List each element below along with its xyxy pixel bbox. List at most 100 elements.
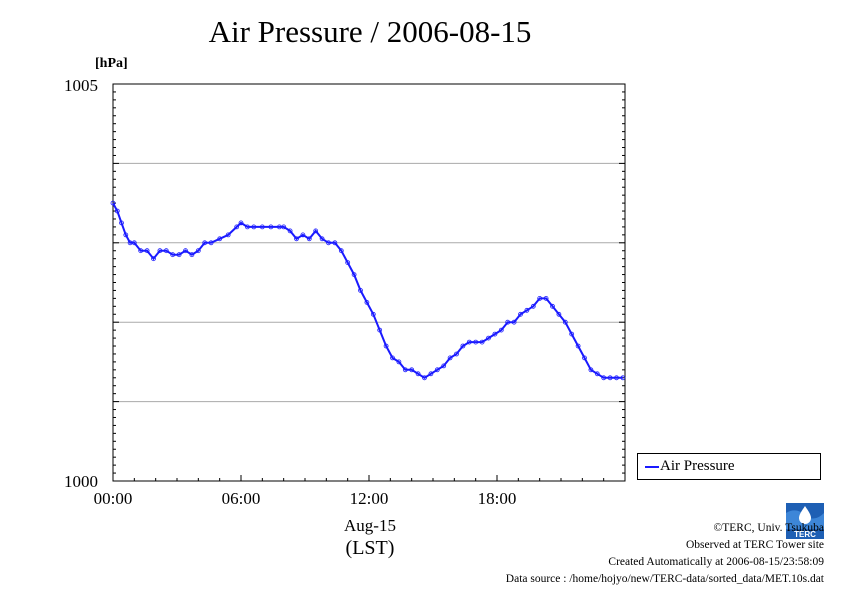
data-point <box>238 220 244 226</box>
data-point <box>390 355 395 361</box>
data-point <box>189 252 195 258</box>
data-point <box>588 367 594 373</box>
data-point <box>345 260 351 266</box>
data-point <box>364 299 370 305</box>
x-axis-date-label: Aug-15 <box>344 516 396 535</box>
data-point <box>428 371 434 377</box>
data-point <box>326 240 331 246</box>
data-point <box>131 240 137 246</box>
data-point <box>123 232 129 238</box>
data-point <box>537 295 543 301</box>
data-point <box>498 327 504 333</box>
data-point <box>138 248 144 254</box>
data-point <box>259 224 265 230</box>
data-point <box>268 224 274 230</box>
data-point <box>208 240 214 246</box>
data-point <box>556 311 562 317</box>
data-point <box>377 327 383 333</box>
data-point <box>550 303 555 309</box>
data-point <box>183 248 188 254</box>
data-point <box>607 375 613 381</box>
data-point <box>151 256 156 262</box>
data-point <box>358 287 363 293</box>
data-point <box>562 319 568 325</box>
data-point <box>434 367 440 373</box>
data-point <box>601 375 607 381</box>
legend-swatch <box>645 466 659 468</box>
data-point <box>163 248 169 254</box>
data-point <box>319 236 325 242</box>
x-tick-label-1200: 12:00 <box>349 489 389 508</box>
data-point <box>466 339 472 345</box>
data-point <box>614 375 619 381</box>
y-tick-label-min: 1000 <box>64 472 98 491</box>
legend-label: Air Pressure <box>660 458 735 474</box>
data-point <box>543 295 549 301</box>
data-point <box>338 248 344 254</box>
data-point <box>110 200 116 206</box>
data-point <box>575 343 581 349</box>
data-point <box>396 359 402 365</box>
y-tick-label-max: 1005 <box>64 76 98 95</box>
data-point <box>569 331 575 337</box>
data-point <box>454 351 459 357</box>
x-tick-label-0000: 00:00 <box>93 489 133 508</box>
grid-lines <box>113 162 625 403</box>
data-point <box>313 228 319 234</box>
data-point <box>383 343 389 349</box>
series-line <box>112 202 623 379</box>
data-point <box>119 220 124 226</box>
credit-site: Observed at TERC Tower site <box>685 539 824 551</box>
data-point <box>530 303 536 309</box>
x-axis-timezone-label: (LST) <box>345 537 395 559</box>
data-point <box>351 272 357 278</box>
data-point <box>524 307 530 313</box>
logo-text: TERC <box>794 530 816 539</box>
data-point <box>447 355 453 361</box>
chart-title: Air Pressure / 2006-08-15 <box>208 14 532 49</box>
data-point <box>594 371 600 377</box>
data-point <box>251 224 257 230</box>
data-point <box>287 228 293 234</box>
data-point <box>518 311 523 317</box>
x-tick-label-0600: 06:00 <box>221 489 261 508</box>
data-point <box>225 232 231 238</box>
data-point <box>511 319 517 325</box>
x-tick-label-1800: 18:00 <box>477 489 517 508</box>
data-point <box>234 224 240 230</box>
credit-copyright: ©TERC, Univ. Tsukuba <box>713 522 824 534</box>
data-point <box>195 248 201 254</box>
data-point <box>415 371 421 377</box>
data-point <box>620 375 626 381</box>
data-point <box>486 335 491 341</box>
data-point <box>492 331 498 337</box>
data-point <box>505 319 511 325</box>
data-point <box>441 363 447 369</box>
plot-frame <box>112 83 626 482</box>
axis-ticks <box>112 83 626 482</box>
data-point <box>170 252 176 258</box>
data-point <box>157 248 163 254</box>
y-axis-unit: [hPa] <box>95 56 128 71</box>
data-point <box>582 355 587 361</box>
data-point <box>176 252 182 258</box>
terc-logo-icon: TERC <box>786 503 824 539</box>
data-point <box>202 240 208 246</box>
data-point <box>370 311 376 317</box>
data-point <box>402 367 408 373</box>
data-point <box>244 224 250 230</box>
credit-source: Data source : /home/hojyo/new/TERC-data/… <box>505 573 824 585</box>
data-point <box>281 224 287 230</box>
data-point <box>422 375 427 381</box>
credit-created: Created Automatically at 2006-08-15/23:5… <box>608 556 824 568</box>
data-point <box>409 367 415 373</box>
data-point <box>294 236 299 242</box>
data-point <box>306 236 312 242</box>
series-air-pressure <box>110 200 626 381</box>
data-point <box>460 343 466 349</box>
data-point <box>479 339 485 345</box>
legend: Air Pressure <box>637 453 821 480</box>
data-point <box>473 339 479 345</box>
data-point <box>144 248 150 254</box>
